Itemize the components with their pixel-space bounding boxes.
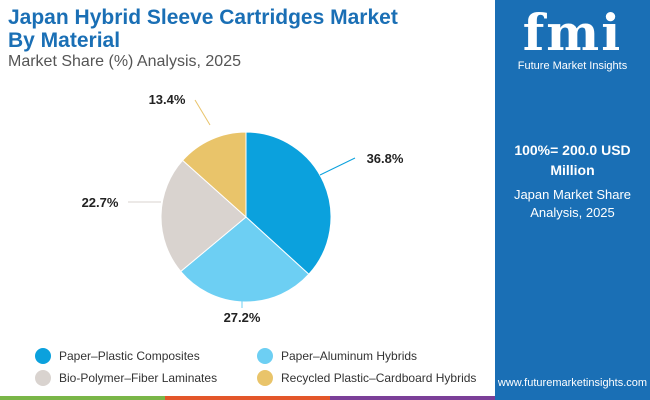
legend-item: Bio-Polymer–Fiber Laminates bbox=[35, 367, 217, 389]
legend-swatch bbox=[35, 348, 51, 364]
pie-slice bbox=[160, 159, 247, 273]
logo-name: Future Market Insights bbox=[517, 60, 628, 72]
market-share-label: Japan Market Share Analysis, 2025 bbox=[513, 187, 632, 220]
footer-stripe-orange bbox=[165, 396, 330, 400]
chart-subtitle: Market Share (%) Analysis, 2025 bbox=[8, 53, 241, 70]
legend-item: Paper–Aluminum Hybrids bbox=[257, 345, 476, 367]
legend-col-1: Paper–Plastic Composites Bio-Polymer–Fib… bbox=[35, 345, 217, 389]
leader-line bbox=[319, 157, 356, 176]
fmi-logo: fmi Future Market Insights bbox=[510, 3, 635, 73]
website-link[interactable]: www.futuremarketinsights.com bbox=[497, 377, 648, 389]
market-total: 100%= 200.0 USD Million bbox=[514, 142, 631, 178]
footer-stripe-purple bbox=[330, 396, 495, 400]
legend-item: Recycled Plastic–Cardboard Hybrids bbox=[257, 367, 476, 389]
info-panel: fmi Future Market Insights 100%= 200.0 U… bbox=[495, 0, 650, 400]
data-label: 22.7% bbox=[82, 195, 119, 210]
data-label: 13.4% bbox=[149, 92, 186, 107]
pie-slice bbox=[181, 131, 247, 219]
legend-swatch bbox=[35, 370, 51, 386]
footer-stripe-green bbox=[0, 396, 165, 400]
legend-item: Paper–Plastic Composites bbox=[35, 345, 217, 367]
legend-label: Paper–Plastic Composites bbox=[59, 349, 200, 363]
data-label: 36.8% bbox=[367, 151, 404, 166]
title-line-2: By Material bbox=[8, 29, 121, 52]
pie-chart: 36.8% 27.2% 22.7% 13.4% bbox=[82, 92, 404, 325]
data-label: 27.2% bbox=[224, 310, 261, 325]
legend-label: Bio-Polymer–Fiber Laminates bbox=[59, 371, 218, 385]
pie-slice bbox=[180, 216, 310, 303]
leader-line bbox=[194, 99, 211, 126]
legend-swatch bbox=[257, 348, 273, 364]
legend-label: Recycled Plastic–Cardboard Hybrids bbox=[281, 371, 477, 385]
legend-label: Paper–Aluminum Hybrids bbox=[281, 349, 418, 363]
chart-title: Japan Hybrid Sleeve Cartridges Market By … bbox=[8, 6, 398, 52]
title-line-1: Japan Hybrid Sleeve Cartridges Market bbox=[8, 6, 398, 29]
logo-mark: fmi bbox=[522, 3, 623, 62]
pie-slice bbox=[245, 131, 332, 275]
legend-col-2: Paper–Aluminum Hybrids Recycled Plastic–… bbox=[257, 345, 476, 389]
legend-swatch bbox=[257, 370, 273, 386]
